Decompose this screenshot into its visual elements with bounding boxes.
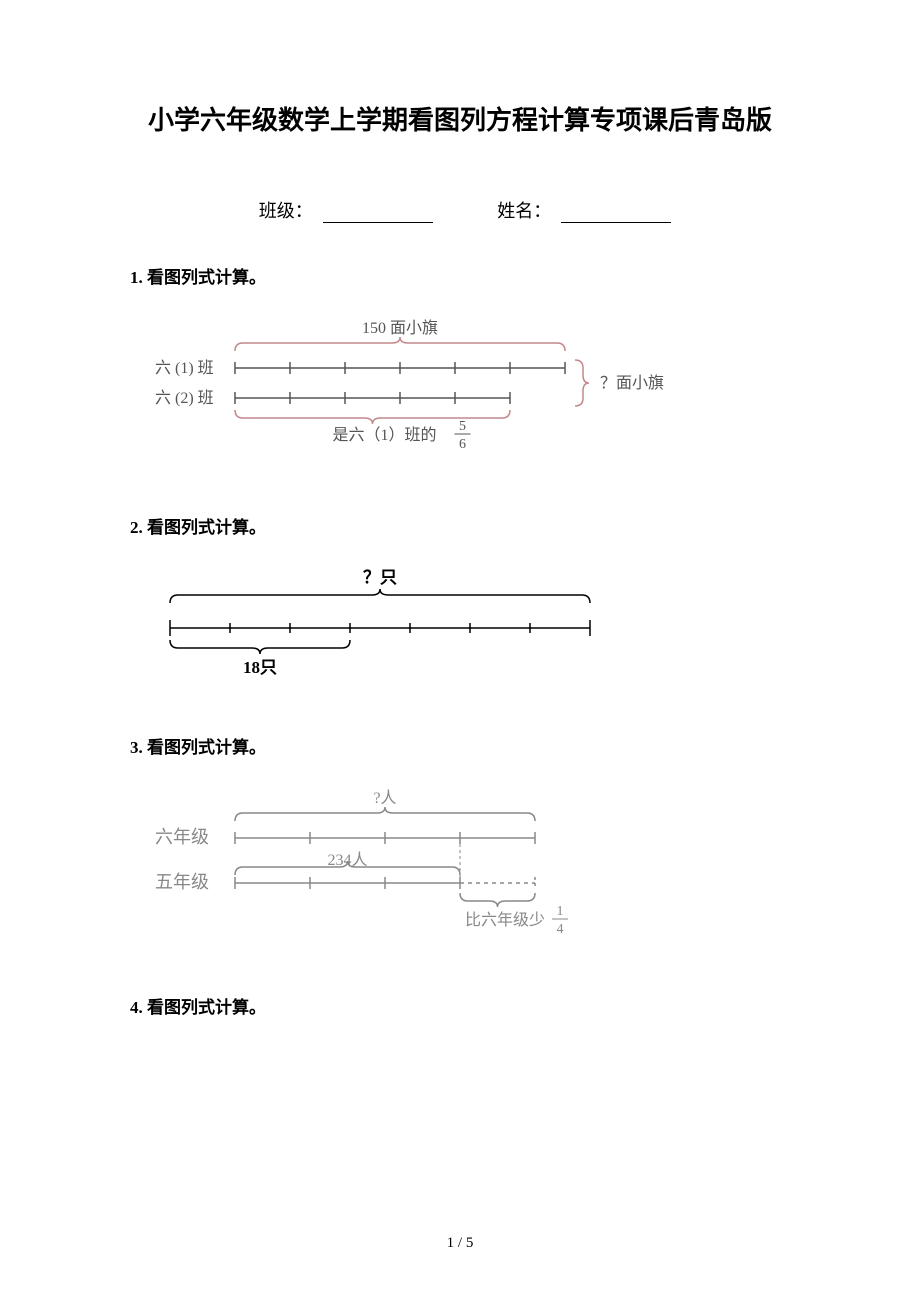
q1-diagram: 150 面小旗六 (1) 班六 (2) 班 ？面小旗是六（1）班的 5 6 [150, 313, 790, 478]
svg-text:6: 6 [459, 437, 466, 452]
svg-text:五年级: 五年级 [155, 872, 209, 892]
q3-svg: 六年级五年级?人234人比六年级少14 [150, 783, 710, 953]
class-label: 班级： [259, 201, 313, 221]
q2-diagram: ？只 18只 [150, 563, 790, 698]
svg-text:4: 4 [557, 922, 564, 937]
page-number: 1 / 5 [0, 1235, 920, 1252]
meta-line: 班级： 姓名： [130, 197, 790, 223]
svg-text:?人: ?人 [373, 789, 396, 807]
svg-text:？只: ？只 [363, 568, 397, 587]
page: 小学六年级数学上学期看图列方程计算专项课后青岛版 班级： 姓名： 1. 看图列式… [0, 0, 920, 1302]
svg-text:18只: 18只 [243, 658, 277, 677]
q3-prompt: 3. 看图列式计算。 [130, 733, 790, 758]
q4-prompt: 4. 看图列式计算。 [130, 993, 790, 1018]
svg-text:六年级: 六年级 [155, 827, 209, 847]
svg-text:是六（1）班的: 是六（1）班的 [333, 426, 437, 444]
svg-text:5: 5 [459, 419, 466, 434]
page-title: 小学六年级数学上学期看图列方程计算专项课后青岛版 [130, 100, 790, 137]
name-label: 姓名： [497, 201, 551, 221]
svg-text:150 面小旗: 150 面小旗 [362, 319, 438, 337]
svg-text:比六年级少: 比六年级少 [465, 911, 545, 929]
q1-svg: 150 面小旗六 (1) 班六 (2) 班 ？面小旗是六（1）班的 5 6 [150, 313, 710, 473]
q3-diagram: 六年级五年级?人234人比六年级少14 [150, 783, 790, 958]
svg-text:1: 1 [557, 904, 564, 919]
svg-text:？面小旗: ？面小旗 [600, 374, 664, 392]
svg-text:六 (2) 班: 六 (2) 班 [155, 389, 214, 407]
class-blank [323, 204, 433, 223]
q2-svg: ？只 18只 [150, 563, 650, 693]
svg-text:六 (1) 班: 六 (1) 班 [155, 359, 214, 377]
q1-prompt: 1. 看图列式计算。 [130, 263, 790, 288]
name-blank [561, 204, 671, 223]
q2-prompt: 2. 看图列式计算。 [130, 513, 790, 538]
